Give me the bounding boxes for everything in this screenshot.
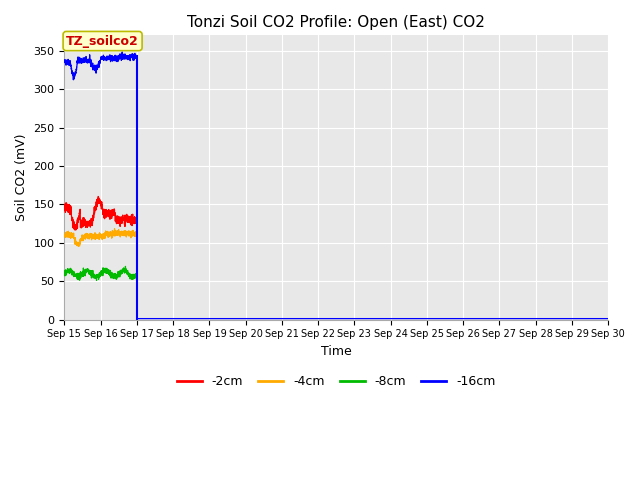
Title: Tonzi Soil CO2 Profile: Open (East) CO2: Tonzi Soil CO2 Profile: Open (East) CO2 <box>188 15 485 30</box>
X-axis label: Time: Time <box>321 345 351 358</box>
Y-axis label: Soil CO2 (mV): Soil CO2 (mV) <box>15 134 28 221</box>
Text: TZ_soilco2: TZ_soilco2 <box>66 35 139 48</box>
Legend: -2cm, -4cm, -8cm, -16cm: -2cm, -4cm, -8cm, -16cm <box>172 370 500 393</box>
